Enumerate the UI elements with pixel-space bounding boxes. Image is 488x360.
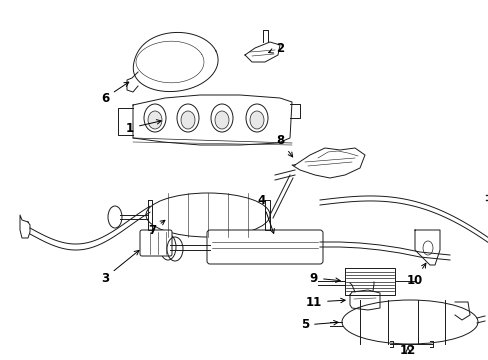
Text: 4: 4 [257, 194, 274, 233]
Ellipse shape [148, 111, 162, 129]
Text: 7: 7 [148, 220, 164, 237]
Text: 5: 5 [300, 319, 338, 332]
Ellipse shape [181, 111, 195, 129]
Text: 11: 11 [305, 296, 345, 309]
Ellipse shape [215, 111, 228, 129]
Text: 2: 2 [268, 41, 284, 54]
Text: 1: 1 [126, 120, 161, 135]
FancyBboxPatch shape [206, 230, 323, 264]
Text: 9: 9 [309, 271, 340, 284]
Text: 3: 3 [101, 251, 139, 284]
FancyBboxPatch shape [140, 230, 172, 256]
Text: 8: 8 [275, 134, 292, 157]
Text: 6: 6 [101, 82, 128, 104]
Ellipse shape [249, 111, 264, 129]
Text: 10: 10 [406, 263, 425, 287]
Text: 12: 12 [399, 343, 415, 356]
Ellipse shape [341, 300, 477, 344]
